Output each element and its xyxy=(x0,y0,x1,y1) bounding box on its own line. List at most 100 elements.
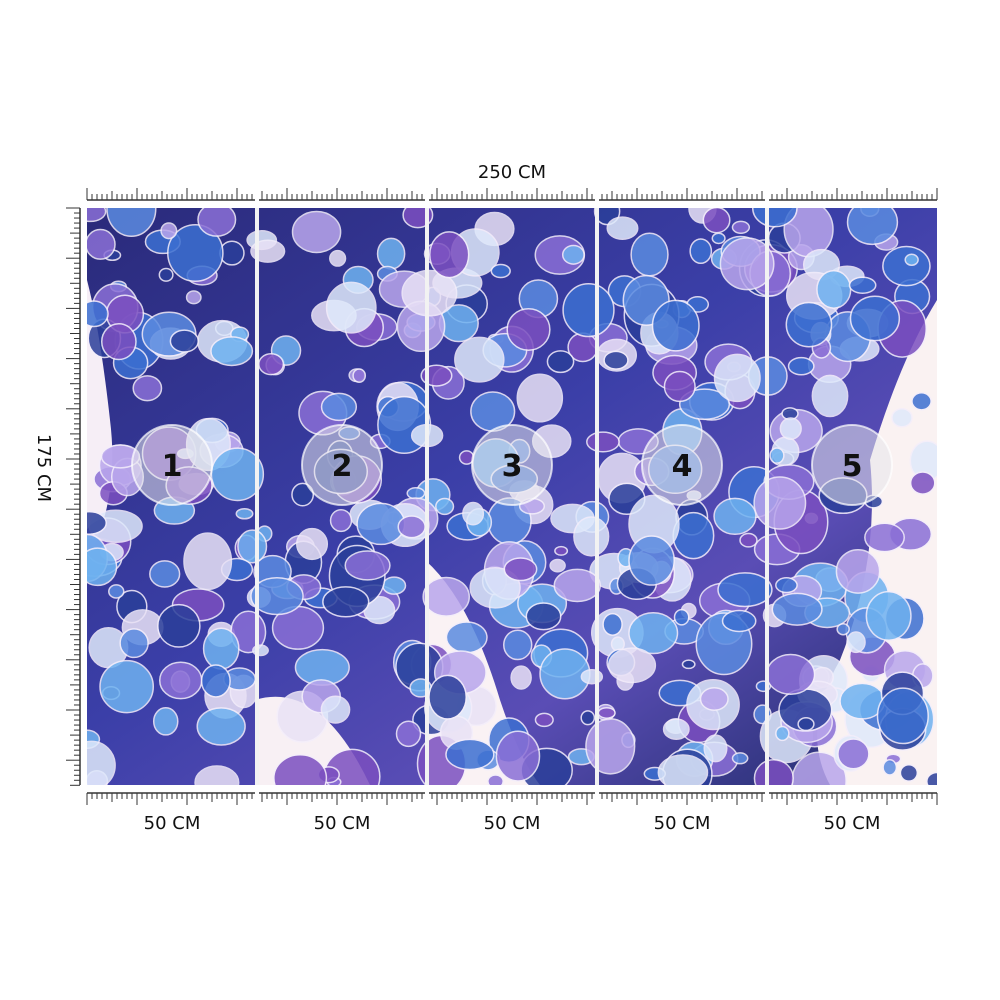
cell xyxy=(628,611,679,655)
cell xyxy=(469,566,521,609)
cell xyxy=(329,249,347,267)
cell xyxy=(603,350,629,370)
cell xyxy=(713,353,761,403)
cell xyxy=(811,374,849,418)
cell xyxy=(296,527,329,561)
cell xyxy=(406,486,426,500)
cell xyxy=(891,407,913,428)
cell xyxy=(169,329,200,353)
cell xyxy=(904,253,919,266)
cell xyxy=(397,515,426,539)
cell xyxy=(167,223,224,283)
panel-number: 3 xyxy=(502,449,523,484)
cell xyxy=(585,718,636,775)
cell xyxy=(487,774,504,785)
cell xyxy=(322,586,370,618)
cell xyxy=(183,532,233,591)
cell xyxy=(779,417,802,441)
cell xyxy=(846,631,866,654)
cell xyxy=(185,290,202,305)
panel-number: 4 xyxy=(672,449,693,484)
cell xyxy=(678,388,731,421)
cell xyxy=(401,269,458,317)
cell xyxy=(108,584,125,599)
cell xyxy=(87,510,108,535)
cell xyxy=(731,220,751,235)
cell xyxy=(753,758,794,785)
cell xyxy=(506,307,551,351)
cell xyxy=(525,602,562,631)
cell xyxy=(534,712,554,728)
cell xyxy=(580,668,604,685)
cell xyxy=(899,763,919,782)
cell xyxy=(197,208,237,237)
cell xyxy=(503,557,538,582)
cell xyxy=(562,283,615,338)
cell xyxy=(291,482,315,507)
panel-number: 1 xyxy=(162,449,183,484)
cell xyxy=(702,208,731,234)
panel-seam xyxy=(255,208,259,785)
cell xyxy=(630,232,669,277)
ruler-gap xyxy=(425,186,429,202)
cell xyxy=(196,707,246,746)
panel-seam xyxy=(425,208,429,785)
cell xyxy=(250,577,304,616)
cell xyxy=(769,447,785,464)
cell xyxy=(876,687,929,745)
cell xyxy=(200,664,231,698)
cell xyxy=(194,765,240,785)
panel-width-label: 50 CM xyxy=(824,813,881,834)
cell xyxy=(657,754,709,785)
cell xyxy=(663,370,696,403)
cell xyxy=(711,232,726,245)
cell xyxy=(356,502,406,546)
cell xyxy=(681,659,696,670)
ruler-gap xyxy=(595,186,599,202)
ruler-gap xyxy=(765,186,769,202)
cell xyxy=(320,695,351,724)
cell xyxy=(651,299,700,352)
ruler-gap xyxy=(425,792,429,808)
cell xyxy=(291,210,342,254)
cell xyxy=(836,623,850,636)
cell xyxy=(329,508,353,533)
cell xyxy=(797,717,815,732)
cell xyxy=(445,738,495,771)
cell xyxy=(237,529,268,564)
cell xyxy=(909,471,936,495)
cell xyxy=(606,216,639,241)
cell xyxy=(673,608,690,626)
cell xyxy=(561,244,585,265)
cell xyxy=(325,281,377,334)
panel-badge xyxy=(641,424,723,506)
panel-number: 5 xyxy=(842,449,863,484)
panel-badge xyxy=(811,424,893,506)
cell xyxy=(765,653,816,696)
panel-badge xyxy=(131,424,213,506)
cell xyxy=(87,547,118,587)
cell xyxy=(152,707,179,736)
cell xyxy=(87,208,107,223)
cell xyxy=(849,295,901,342)
cell xyxy=(344,550,391,581)
cell xyxy=(628,535,675,586)
cell xyxy=(210,336,254,367)
cell xyxy=(717,572,773,608)
panel-badge xyxy=(471,424,553,506)
cell xyxy=(689,238,713,265)
cell xyxy=(586,431,620,453)
panel-number: 2 xyxy=(332,449,353,484)
cell xyxy=(607,647,657,684)
cell xyxy=(495,730,541,782)
cell xyxy=(160,222,178,240)
cell xyxy=(395,720,422,748)
cell xyxy=(422,576,470,617)
cell xyxy=(490,263,511,279)
cell xyxy=(132,375,163,402)
cell xyxy=(158,267,174,282)
cell xyxy=(381,576,407,595)
cell xyxy=(149,560,181,588)
cell xyxy=(753,476,807,530)
cell xyxy=(771,592,823,626)
